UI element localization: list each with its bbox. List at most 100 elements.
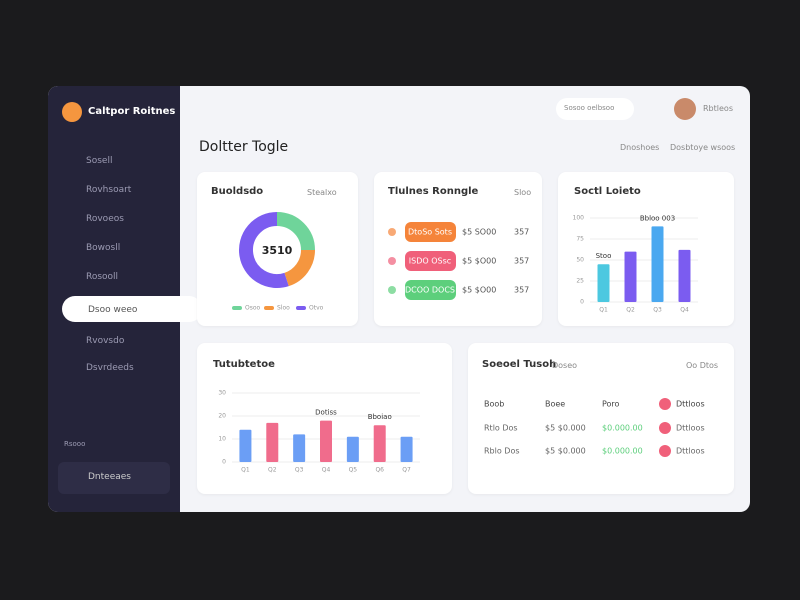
nav-item[interactable]: Sosell: [86, 156, 113, 166]
nav-item[interactable]: Bowosll: [86, 243, 121, 253]
annotation: Bboiao: [368, 413, 392, 421]
rank-dot: [388, 286, 396, 294]
legend-swatch: [264, 306, 274, 310]
search-placeholder: Sosoo oelbsoo: [564, 104, 615, 112]
x-tick-label: Q6: [375, 467, 384, 474]
logo: [62, 102, 82, 122]
rank-pill: [405, 222, 456, 242]
table-cell: $5 $0.000: [545, 424, 586, 433]
bar-card: Soctl Loieto: [558, 172, 734, 326]
rank-amount: $5 $O00: [462, 257, 496, 266]
card-tag: Stealxo: [307, 188, 337, 197]
card-tag: Sloo: [514, 188, 532, 197]
y-tick-label: 30: [218, 390, 226, 397]
bar: [266, 422, 279, 462]
table-cell: $0.000.00: [602, 424, 643, 433]
status-dot: [659, 398, 671, 410]
bar: [320, 420, 332, 462]
x-tick-label: Q5: [349, 467, 358, 474]
x-tick-label: Q1: [241, 467, 250, 474]
page-link[interactable]: Dnoshoes: [620, 143, 660, 152]
donut-segment: [283, 249, 315, 287]
card-title: Soctl Loieto: [574, 186, 641, 197]
bar: [597, 264, 610, 302]
table-cell: Rblo Dos: [484, 447, 520, 456]
y-tick-label: 10: [218, 436, 226, 443]
bar: [624, 251, 637, 302]
donut-center: 3510: [262, 244, 293, 257]
search-box[interactable]: [556, 98, 634, 120]
legend-swatch: [296, 306, 306, 310]
rank-amount: $5 $O00: [462, 286, 496, 295]
bar-card-wide: Tutubtetoe: [197, 343, 452, 494]
footer-item[interactable]: Dnteeaes: [88, 472, 131, 482]
table-card: Soeoel Tusoh Doseo Oo Dtos: [468, 343, 734, 494]
card-filter[interactable]: Oo Dtos: [686, 361, 719, 370]
x-tick-label: Q2: [268, 467, 277, 474]
annotation: Bbloo 003: [640, 214, 675, 222]
nav-item[interactable]: Rosooll: [86, 272, 119, 282]
table-cell: Dttloos: [676, 424, 705, 433]
card-title: Tlulnes Ronngle: [388, 186, 479, 197]
donut-segment: [276, 212, 315, 251]
donut-segment: [239, 212, 289, 288]
rank-pill-label: DCOO DOCS: [405, 286, 455, 295]
page-title: Doltter Togle: [199, 139, 289, 155]
nav-item[interactable]: Rvovsdo: [86, 336, 125, 346]
y-tick-label: 75: [576, 236, 584, 243]
nav-item[interactable]: Rovoeos: [86, 214, 124, 224]
nav-item[interactable]: Rovhsoart: [86, 185, 132, 195]
x-tick-label: Q4: [680, 307, 689, 314]
card-title: Buoldsdo: [211, 186, 264, 197]
section-label: Rsooo: [64, 440, 86, 448]
bar: [373, 425, 386, 462]
bar: [239, 429, 252, 462]
legend-label: Osoo: [245, 305, 261, 312]
legend-label: Sloo: [277, 305, 290, 312]
rank-count: 357: [514, 286, 529, 295]
legend-label: Otvo: [309, 305, 324, 312]
y-tick-label: 50: [576, 257, 584, 264]
footer-box: [58, 462, 170, 494]
y-tick-label: 0: [580, 299, 584, 306]
avatar[interactable]: [674, 98, 696, 120]
sidebar: Caltpor Roitnes Sosell Rovhsoart Rovoeos…: [48, 86, 202, 512]
nav-active-bg: [62, 296, 202, 322]
y-tick-label: 0: [222, 459, 226, 466]
table-header: Dttloos: [676, 400, 705, 409]
ranking-card: Tlulnes Ronngle Sloo: [374, 172, 542, 326]
x-tick-label: Q4: [322, 467, 331, 474]
legend-swatch: [232, 306, 242, 310]
table-cell: $0.000.00: [602, 447, 643, 456]
brand: Caltpor Roitnes: [88, 106, 176, 117]
status-dot: [659, 445, 671, 457]
nav-item-active[interactable]: Dsoo weeo: [88, 305, 138, 315]
y-tick-label: 100: [573, 215, 585, 222]
table-cell: $5 $0.000: [545, 447, 586, 456]
table-header: Boee: [545, 400, 565, 409]
rank-count: 357: [514, 257, 529, 266]
y-tick-label: 25: [576, 278, 584, 285]
annotation: Dotiss: [315, 409, 337, 417]
page-link[interactable]: Dosbtoye wsoos: [670, 143, 736, 152]
table-header: Boob: [484, 400, 504, 409]
table-cell: Dttloos: [676, 447, 705, 456]
user-name: Rbtleos: [703, 104, 733, 113]
bar: [651, 226, 664, 302]
status-dot: [659, 422, 671, 434]
donut-card: Buoldsdo Stealxo: [197, 172, 358, 326]
rank-dot: [388, 228, 396, 236]
table-cell: Rtlo Dos: [484, 424, 518, 433]
x-tick-label: Q3: [295, 467, 304, 474]
annotation: Stoo: [596, 252, 612, 260]
x-tick-label: Q1: [599, 307, 608, 314]
bar: [293, 434, 306, 462]
bar: [678, 249, 691, 302]
rank-pill-label: ISDO OSsc: [409, 257, 451, 266]
rank-dot: [388, 257, 396, 265]
rank-count: 357: [514, 228, 529, 237]
rank-pill: [405, 280, 456, 300]
nav-item[interactable]: Dsvrdeeds: [86, 363, 134, 373]
